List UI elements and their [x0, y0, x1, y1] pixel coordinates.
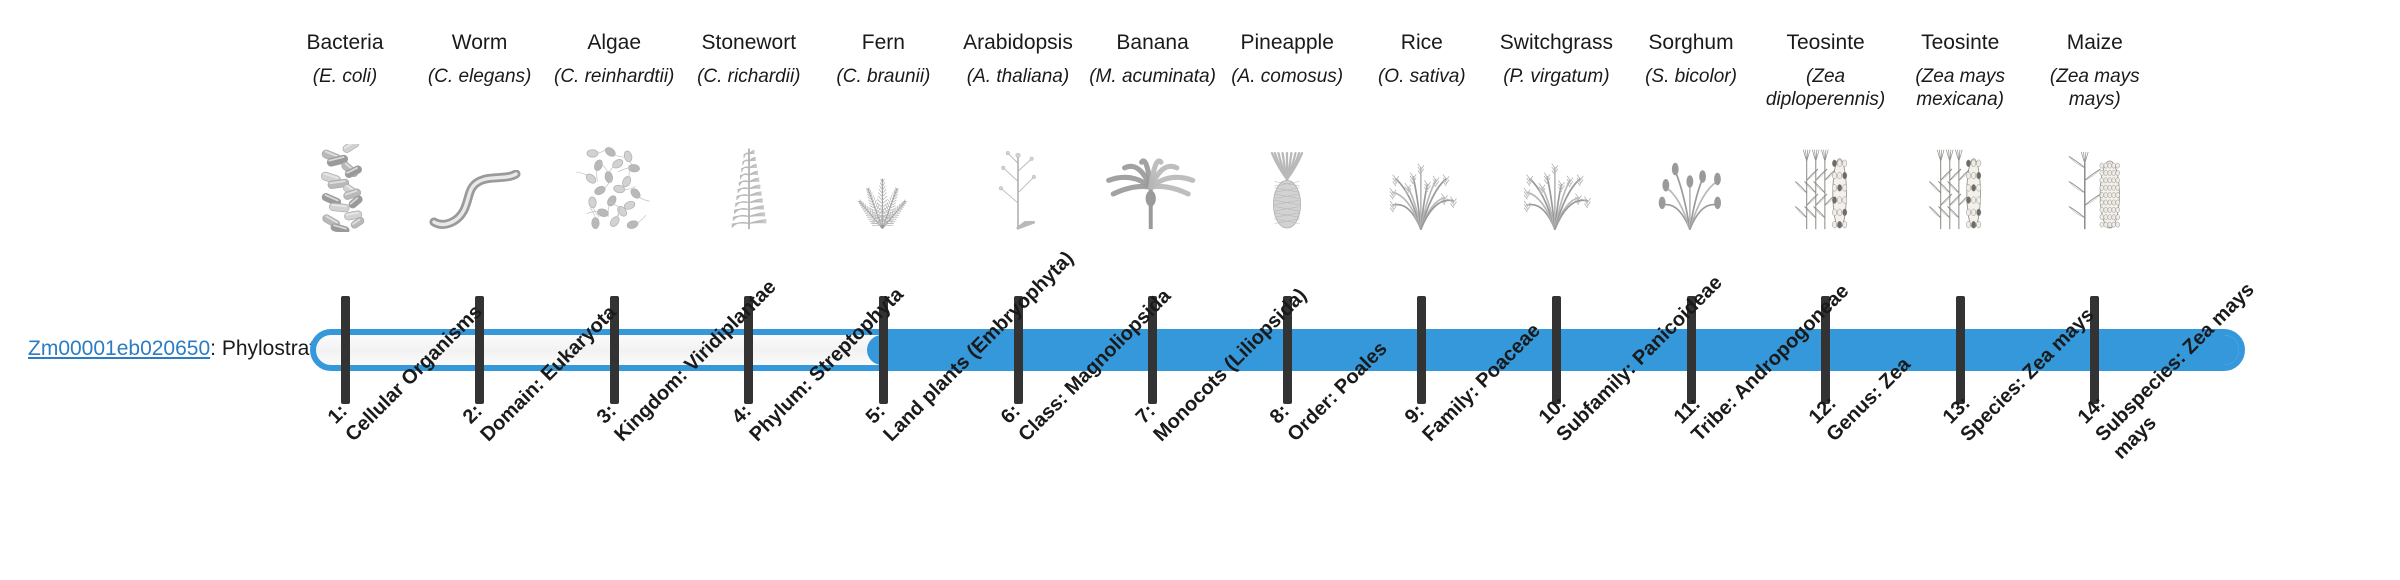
species-column: Arabidopsis (A. thaliana) [950, 30, 1086, 230]
maize-icon [2027, 142, 2163, 232]
species-scientific-name: (C. reinhardtii) [554, 66, 675, 87]
pineapple-icon [1219, 142, 1355, 232]
sorghum-icon [1623, 142, 1759, 232]
banana-icon [1085, 142, 1221, 232]
species-common-name: Sorghum [1648, 31, 1734, 54]
species-scientific-name: (Zea diploperennis) [1765, 66, 1886, 110]
teosinte-diploperennis-icon [1758, 142, 1894, 232]
stratum-tick [1686, 296, 1696, 404]
species-scientific-name: (A. thaliana) [966, 66, 1070, 87]
stratum-tick [1148, 296, 1158, 404]
species-common-name: Worm [451, 31, 508, 54]
species-common-name: Maize [2066, 31, 2123, 54]
stratum-tick [878, 296, 888, 404]
species-common-name: Teosinte [1786, 31, 1865, 54]
species-column: Bacteria (E. coli) [277, 30, 413, 232]
species-scientific-name: (Zea mays mays) [2049, 66, 2140, 110]
species-common-name: Rice [1400, 31, 1443, 54]
species-scientific-name: (C. richardii) [697, 66, 801, 87]
species-column: Maize (Zea mays mays) [2027, 30, 2163, 230]
stratum-tick [744, 296, 754, 404]
species-common-name: Banana [1116, 31, 1189, 54]
stratum-tick [340, 296, 350, 404]
stratum-tick [1551, 296, 1561, 404]
species-scientific-name: (C. elegans) [427, 66, 532, 87]
arabidopsis-icon [950, 142, 1086, 232]
stonewort-icon [681, 142, 817, 232]
stratum-tick [1955, 296, 1965, 404]
species-column: Sorghum (S. bicolor) [1623, 30, 1759, 231]
teosinte-mexicana-icon [1892, 142, 2028, 232]
species-scientific-name: (C. braunii) [836, 66, 931, 87]
bacteria-icon [277, 142, 413, 232]
species-scientific-name: (Zea mays mexicana) [1915, 66, 2006, 110]
stratum-tick [1282, 296, 1292, 404]
species-common-name: Switchgrass [1499, 31, 1613, 54]
stratum-tick [2090, 296, 2100, 404]
species-common-name: Algae [587, 31, 642, 54]
species-scientific-name: (P. virgatum) [1503, 66, 1610, 87]
stratum-tick [1013, 296, 1023, 404]
stratum-tick [1821, 296, 1831, 404]
rice-icon [1354, 142, 1490, 232]
species-scientific-name: (A. comosus) [1231, 66, 1344, 87]
species-common-name: Bacteria [306, 31, 384, 54]
species-scientific-name: (M. acuminata) [1089, 66, 1216, 87]
species-column: Rice (O. sativa) [1354, 30, 1490, 231]
worm-icon [412, 142, 548, 232]
species-column: Teosinte (Zea diploperennis) [1758, 30, 1894, 230]
species-column: Algae (C. reinhardtii) [546, 30, 682, 229]
species-scientific-name: (S. bicolor) [1645, 66, 1737, 87]
species-common-name: Pineapple [1240, 31, 1334, 54]
stratum-tick [609, 296, 619, 404]
algae-icon [546, 142, 682, 232]
species-column: Stonewort (C. richardii) [681, 30, 817, 230]
species-common-name: Arabidopsis [963, 31, 1073, 54]
species-scientific-name: (E. coli) [312, 66, 378, 87]
species-header-track: Bacteria (E. coli) [277, 30, 2163, 232]
species-column: Worm (C. elegans) [412, 30, 548, 229]
stratum-tick [1417, 296, 1427, 404]
species-column: Pineapple (A. comosus) [1219, 30, 1355, 229]
fern-icon [815, 142, 951, 232]
species-column: Fern (C. braunii) [815, 30, 951, 229]
species-common-name: Teosinte [1921, 31, 2000, 54]
stratum-tick [475, 296, 485, 404]
gene-id-link[interactable]: Zm00001eb020650 [28, 337, 211, 360]
species-common-name: Stonewort [701, 31, 797, 54]
species-column: Teosinte (Zea mays mexicana) [1892, 30, 2028, 230]
gene-label-separator: : [210, 337, 222, 360]
species-column: Banana (M. acuminata) [1085, 30, 1221, 230]
species-column: Switchgrass (P. virgatum) [1488, 30, 1624, 231]
switchgrass-icon [1488, 142, 1624, 232]
species-common-name: Fern [861, 31, 905, 54]
species-scientific-name: (O. sativa) [1377, 66, 1466, 87]
